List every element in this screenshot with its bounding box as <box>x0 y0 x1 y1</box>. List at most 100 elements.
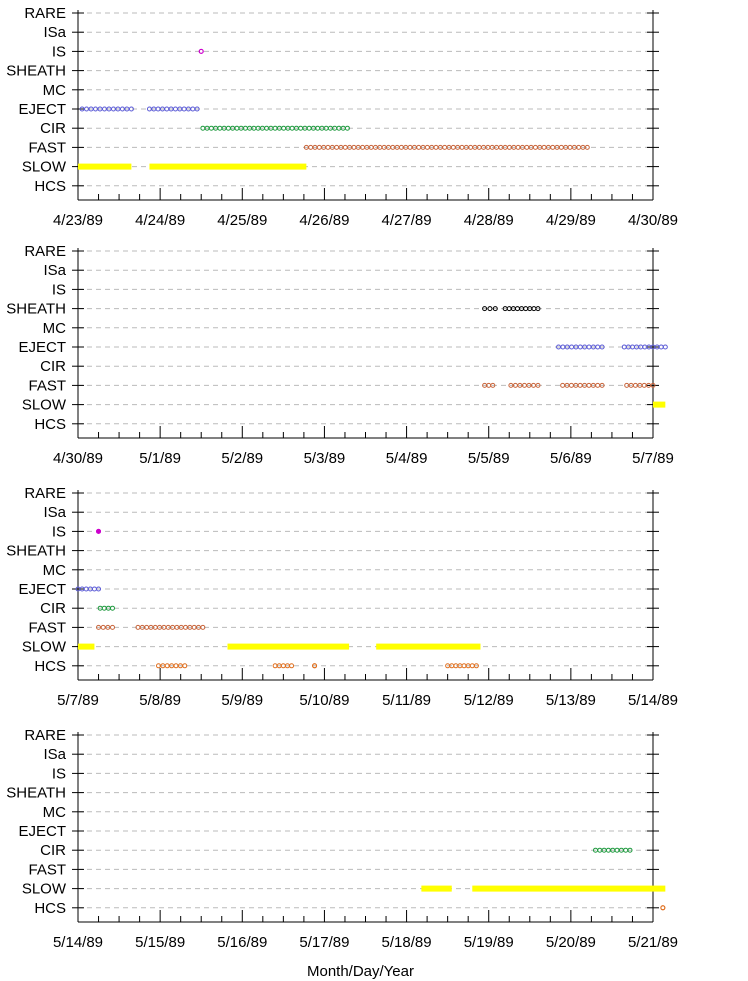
category-label: SHEATH <box>6 543 66 560</box>
date-tick-label: 5/14/89 <box>53 934 103 951</box>
data-segment-fast <box>96 624 115 630</box>
category-label: EJECT <box>18 581 66 598</box>
category-label: HCS <box>34 178 66 195</box>
date-tick-label: 5/15/89 <box>135 934 185 951</box>
date-tick-label: 5/7/89 <box>632 450 674 467</box>
date-tick-label: 4/27/89 <box>382 212 432 229</box>
data-segment-is <box>96 528 102 534</box>
data-segment-sheath <box>482 306 498 312</box>
data-segment-slow <box>149 163 307 170</box>
category-label: SLOW <box>22 397 67 414</box>
date-tick-label: 5/19/89 <box>464 934 514 951</box>
date-tick-label: 5/21/89 <box>628 934 678 951</box>
category-label: RARE <box>24 485 66 502</box>
date-tick-label: 5/5/89 <box>468 450 510 467</box>
data-segment-hcs <box>660 905 666 911</box>
data-segment-eject <box>79 106 134 112</box>
date-tick-label: 5/1/89 <box>139 450 181 467</box>
data-segment-slow <box>376 643 481 650</box>
category-label: IS <box>52 281 66 298</box>
data-segment-fast <box>624 382 656 388</box>
date-tick-label: 5/6/89 <box>550 450 592 467</box>
category-label: ISa <box>43 24 66 41</box>
data-segment-is <box>198 48 204 54</box>
category-label: EJECT <box>18 101 66 118</box>
data-segment-fast <box>303 144 590 150</box>
date-tick-label: 4/30/89 <box>628 212 678 229</box>
category-label: SLOW <box>22 639 67 656</box>
category-label: IS <box>52 523 66 540</box>
date-tick-label: 5/3/89 <box>304 450 346 467</box>
date-tick-label: 5/2/89 <box>221 450 263 467</box>
category-label: MC <box>43 804 66 821</box>
data-segment-sheath <box>502 306 541 312</box>
category-label: MC <box>43 82 66 99</box>
category-label: IS <box>52 43 66 60</box>
category-label: FAST <box>28 619 66 636</box>
data-segment-cir <box>97 605 115 611</box>
date-tick-label: 5/14/89 <box>628 692 678 709</box>
date-tick-label: 5/13/89 <box>546 692 596 709</box>
data-segment-slow <box>78 643 95 650</box>
data-segment-slow <box>653 401 666 408</box>
date-tick-label: 5/17/89 <box>299 934 349 951</box>
data-segment-fast <box>135 624 206 630</box>
date-tick-label: 5/12/89 <box>464 692 514 709</box>
data-segment-fast <box>560 382 605 388</box>
category-label: FAST <box>28 377 66 394</box>
category-label: MC <box>43 320 66 337</box>
date-tick-label: 5/10/89 <box>299 692 349 709</box>
date-tick-label: 4/25/89 <box>217 212 267 229</box>
date-tick-label: 5/9/89 <box>221 692 263 709</box>
category-label: RARE <box>24 727 66 744</box>
data-segment-hcs <box>272 663 295 669</box>
category-label: EJECT <box>18 339 66 356</box>
date-tick-label: 5/4/89 <box>386 450 428 467</box>
data-segment-hcs <box>312 663 318 669</box>
category-label: RARE <box>24 5 66 22</box>
category-label: CIR <box>40 842 66 859</box>
data-segment-hcs <box>445 663 479 669</box>
date-tick-label: 5/16/89 <box>217 934 267 951</box>
category-label: HCS <box>34 658 66 675</box>
data-segment-eject <box>556 344 605 350</box>
date-tick-label: 4/30/89 <box>53 450 103 467</box>
date-tick-label: 4/28/89 <box>464 212 514 229</box>
data-segment-slow <box>421 885 452 892</box>
date-tick-label: 5/7/89 <box>57 692 99 709</box>
data-segment-fast <box>508 382 541 388</box>
date-tick-label: 5/8/89 <box>139 692 181 709</box>
date-tick-label: 4/26/89 <box>299 212 349 229</box>
data-segment-cir <box>593 847 633 853</box>
category-label: ISa <box>43 746 66 763</box>
data-segment-eject <box>75 586 102 592</box>
date-tick-label: 5/18/89 <box>382 934 432 951</box>
category-label: FAST <box>28 861 66 878</box>
date-tick-label: 4/24/89 <box>135 212 185 229</box>
data-segment-fast <box>482 382 496 388</box>
category-label: CIR <box>40 600 66 617</box>
date-tick-label: 5/20/89 <box>546 934 596 951</box>
category-label: HCS <box>34 900 66 917</box>
category-label: ISa <box>43 504 66 521</box>
category-label: EJECT <box>18 823 66 840</box>
category-label: RARE <box>24 243 66 260</box>
category-label: SHEATH <box>6 301 66 318</box>
category-label: HCS <box>34 416 66 433</box>
category-label: SHEATH <box>6 63 66 80</box>
data-segment-hcs <box>156 663 188 669</box>
data-segment-slow <box>78 163 132 170</box>
date-tick-label: 4/29/89 <box>546 212 596 229</box>
data-segment-eject <box>146 106 200 112</box>
category-label: CIR <box>40 358 66 375</box>
date-tick-label: 5/11/89 <box>382 692 431 709</box>
category-label: SLOW <box>22 881 67 898</box>
category-label: SLOW <box>22 159 67 176</box>
category-label: CIR <box>40 120 66 137</box>
data-segment-slow <box>227 643 350 650</box>
category-label: IS <box>52 765 66 782</box>
category-label: FAST <box>28 139 66 156</box>
x-axis-title: Month/Day/Year <box>307 963 414 980</box>
date-tick-label: 4/23/89 <box>53 212 103 229</box>
